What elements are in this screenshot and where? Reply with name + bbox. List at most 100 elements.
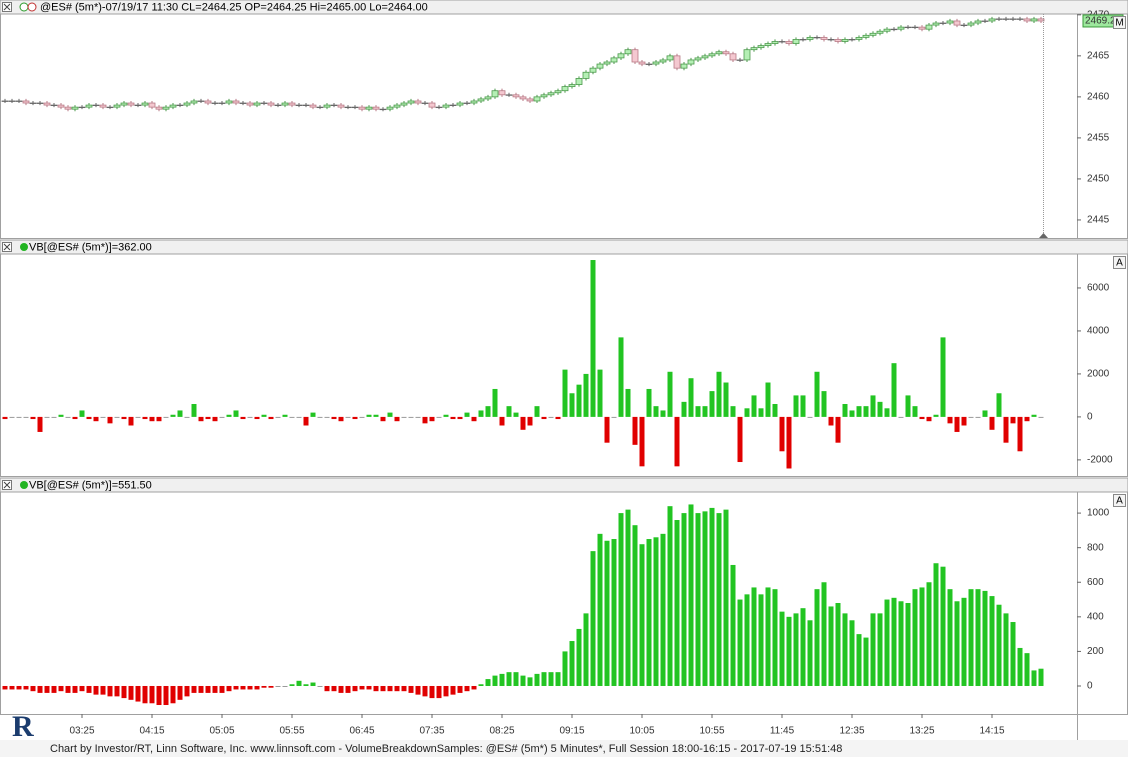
volume-bar bbox=[317, 416, 323, 418]
volume-bar bbox=[240, 685, 246, 690]
x-tick-label: 07:35 bbox=[419, 726, 444, 737]
volume-bar bbox=[9, 416, 15, 418]
y-tick-label: 2445 bbox=[1087, 215, 1110, 226]
candle-body bbox=[183, 102, 191, 106]
x-tick-label: 12:35 bbox=[839, 726, 864, 737]
x-tick-label: 09:15 bbox=[559, 726, 584, 737]
volume-bar bbox=[1024, 416, 1030, 422]
volume-bar bbox=[107, 416, 113, 424]
volume-bar bbox=[429, 685, 435, 699]
volume-bar bbox=[135, 416, 141, 418]
volume-bar bbox=[2, 685, 8, 690]
volume-bar bbox=[156, 416, 162, 422]
candle-body bbox=[904, 26, 912, 29]
volume-bar bbox=[422, 685, 428, 697]
candle-body bbox=[834, 39, 842, 42]
x-tick-label: 10:05 bbox=[629, 726, 654, 737]
volume-bar bbox=[870, 613, 876, 686]
volume-bar bbox=[86, 416, 92, 420]
candle-body bbox=[981, 20, 989, 22]
volume-bar bbox=[954, 416, 960, 432]
scale-button[interactable] bbox=[1113, 16, 1126, 29]
volume-bar bbox=[324, 416, 330, 418]
candle-body bbox=[680, 63, 688, 69]
volume-bar bbox=[282, 685, 288, 687]
scale-button-label[interactable]: A bbox=[1116, 496, 1123, 507]
candle-body bbox=[743, 49, 751, 61]
volume-bar bbox=[835, 416, 841, 443]
candle-body bbox=[428, 102, 436, 108]
volume-bar bbox=[926, 416, 932, 422]
volume-bar bbox=[814, 371, 820, 417]
scale-button[interactable] bbox=[1113, 256, 1126, 269]
volume-bar bbox=[926, 582, 932, 686]
volume-bar bbox=[660, 410, 666, 417]
candle-body bbox=[617, 53, 625, 59]
volume-bar bbox=[366, 685, 372, 690]
logo-letter: R bbox=[12, 710, 34, 743]
x-tick-label: 05:55 bbox=[279, 726, 304, 737]
volume-bar bbox=[359, 685, 365, 690]
scale-button[interactable] bbox=[1113, 494, 1126, 507]
candle-body bbox=[148, 102, 156, 108]
candle-body bbox=[673, 55, 681, 69]
volume-bar bbox=[758, 408, 764, 417]
volume-bar bbox=[947, 416, 953, 424]
candle-body bbox=[260, 102, 268, 104]
volume-bar bbox=[779, 416, 785, 452]
scale-button-label[interactable]: A bbox=[1116, 258, 1123, 269]
volume-bar bbox=[79, 410, 85, 417]
volume-bar bbox=[919, 587, 925, 686]
y-tick-label: 0 bbox=[1087, 681, 1093, 692]
volume-bar bbox=[303, 684, 309, 686]
y-tick-label: -2000 bbox=[1087, 455, 1113, 466]
candle-body bbox=[15, 100, 23, 102]
volume-bar bbox=[975, 589, 981, 686]
volume-bar bbox=[177, 685, 183, 700]
volume-bar bbox=[527, 416, 533, 426]
volume-bar bbox=[730, 406, 736, 417]
volume-bar bbox=[443, 414, 449, 417]
y-tick-label: 2460 bbox=[1087, 92, 1110, 103]
volume-bar bbox=[982, 590, 988, 686]
volume-bar bbox=[44, 416, 50, 418]
candle-body bbox=[820, 36, 828, 40]
candle-body bbox=[78, 106, 86, 109]
volume-bar bbox=[625, 509, 631, 686]
volume-bar bbox=[149, 416, 155, 422]
y-tick-label: 1000 bbox=[1087, 508, 1110, 519]
volume-bar bbox=[485, 406, 491, 417]
candle-body bbox=[421, 102, 429, 104]
volume-bar bbox=[947, 589, 953, 686]
volume-bar bbox=[2, 416, 8, 420]
volume-bar bbox=[989, 416, 995, 430]
candle-body bbox=[974, 20, 982, 24]
volume-bar bbox=[422, 416, 428, 424]
candle-body bbox=[778, 41, 786, 43]
candle-body bbox=[918, 26, 926, 30]
candle-body bbox=[610, 57, 618, 63]
volume-bar bbox=[716, 371, 722, 417]
volume-bar bbox=[674, 416, 680, 467]
volume-bar bbox=[338, 685, 344, 693]
volume-bar bbox=[303, 416, 309, 426]
volume-bar bbox=[23, 416, 29, 418]
candle-body bbox=[897, 26, 905, 30]
volume-bar bbox=[114, 685, 120, 697]
volume-bar bbox=[9, 685, 15, 690]
volume-bar bbox=[198, 685, 204, 693]
volume-bar bbox=[415, 685, 421, 695]
volume-bar bbox=[296, 416, 302, 418]
volume-bar bbox=[65, 685, 71, 693]
candle-body bbox=[316, 106, 324, 109]
volume-bar bbox=[464, 685, 470, 692]
scale-button-label[interactable]: M bbox=[1115, 18, 1123, 29]
volume-bar bbox=[576, 384, 582, 417]
candle-body bbox=[603, 61, 611, 65]
candle-body bbox=[106, 106, 114, 109]
volume-bar bbox=[765, 587, 771, 686]
volume-bar bbox=[485, 679, 491, 686]
volume-bar bbox=[891, 363, 897, 417]
close-icon bbox=[3, 3, 11, 11]
volume-bar bbox=[737, 416, 743, 463]
